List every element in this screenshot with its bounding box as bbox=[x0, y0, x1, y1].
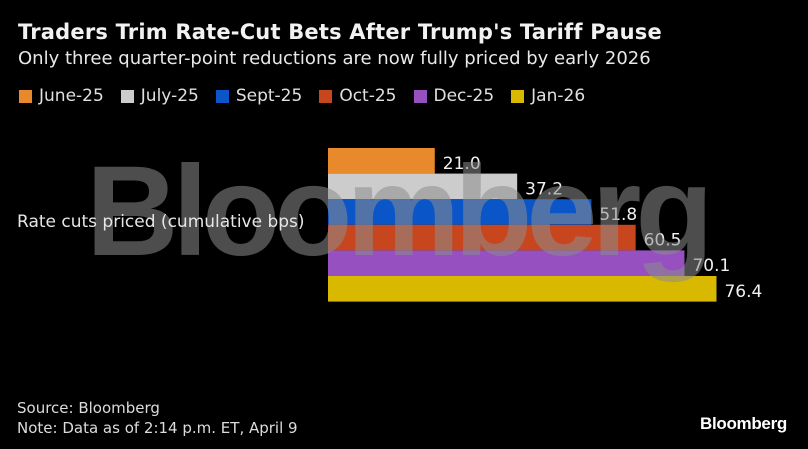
data-label: 60.5 bbox=[644, 231, 682, 251]
legend-label: Jan-26 bbox=[531, 86, 586, 106]
legend-swatch bbox=[120, 89, 134, 103]
bar-july-25 bbox=[328, 173, 518, 200]
legend-swatch bbox=[215, 89, 229, 103]
data-label: 51.8 bbox=[599, 205, 637, 225]
bloomberg-logo: Bloomberg bbox=[699, 414, 787, 433]
legend-label: Sept-25 bbox=[235, 86, 303, 106]
legend-label: Dec-25 bbox=[433, 86, 495, 106]
category-label: Rate cuts priced (cumulative bps) bbox=[17, 212, 305, 232]
chart-subtitle: Only three quarter-point reductions are … bbox=[18, 48, 651, 69]
data-label: 76.4 bbox=[724, 282, 762, 302]
note-text: Note: Data as of 2:14 p.m. ET, April 9 bbox=[17, 419, 298, 437]
legend-item: June-25 bbox=[19, 86, 104, 106]
legend-swatch bbox=[413, 89, 427, 103]
source-text: Source: Bloomberg bbox=[17, 399, 160, 417]
legend-item: Sept-25 bbox=[215, 86, 303, 106]
legend-label: July-25 bbox=[140, 86, 199, 106]
data-label: 21.0 bbox=[443, 154, 481, 174]
legend-label: June-25 bbox=[39, 86, 104, 106]
legend-item: Jan-26 bbox=[511, 86, 585, 106]
bar-june-25 bbox=[328, 148, 435, 174]
legend-swatch bbox=[511, 89, 525, 103]
bar-jan-26 bbox=[328, 276, 717, 302]
footer-notes: Source: Bloomberg Note: Data as of 2:14 … bbox=[17, 398, 298, 438]
legend-item: July-25 bbox=[120, 86, 199, 106]
legend-swatch bbox=[19, 89, 32, 103]
chart-title: Traders Trim Rate-Cut Bets After Trump's… bbox=[18, 20, 662, 44]
bar-dec-25 bbox=[328, 250, 685, 276]
legend-swatch bbox=[319, 89, 333, 103]
data-label: 37.2 bbox=[525, 179, 563, 199]
legend-item: Dec-25 bbox=[413, 86, 495, 106]
legend-item: Oct-25 bbox=[319, 86, 397, 106]
legend-label: Oct-25 bbox=[339, 86, 397, 106]
bar-oct-25 bbox=[328, 224, 636, 251]
data-label: 70.1 bbox=[692, 256, 730, 276]
legend: June-25 July-25 Sept-25 Oct-25 Dec-25 Ja… bbox=[19, 86, 602, 106]
bar-sept-25 bbox=[328, 199, 592, 225]
